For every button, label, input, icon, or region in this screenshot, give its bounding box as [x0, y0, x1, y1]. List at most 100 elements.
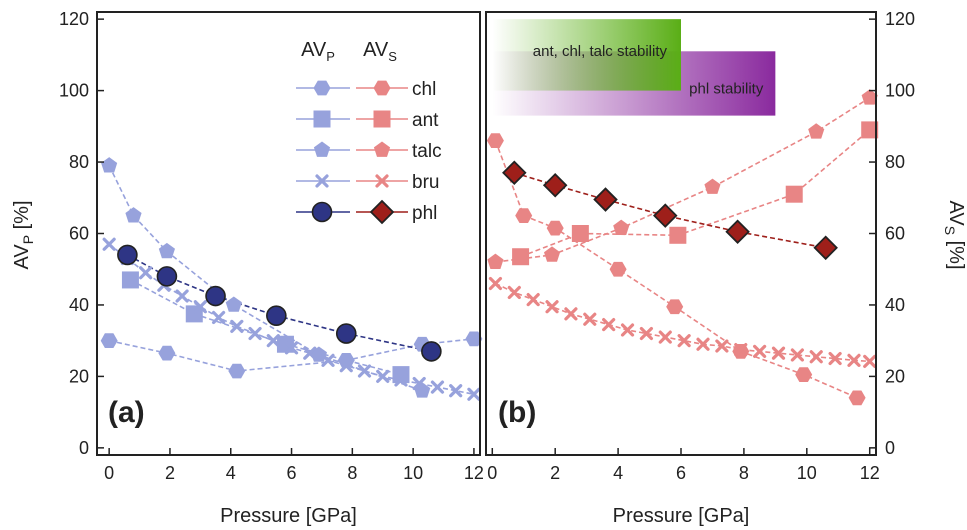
panel-a-ant-point: [392, 366, 410, 384]
legend-label-bru: bru: [412, 172, 439, 193]
panel-b-bru-point: [847, 353, 861, 367]
panel-b-bru-point: [507, 285, 521, 300]
legend-avp-phl-marker: [311, 201, 333, 223]
panel-b-bru-point: [564, 307, 578, 321]
panel-b-bru-point: [753, 344, 767, 358]
panel-b-chl-point: [486, 133, 504, 148]
panel-b-x-tick-label: 4: [613, 463, 623, 483]
panel-b-bru-point: [620, 323, 635, 337]
panel-b-bru-point: [677, 334, 691, 348]
legend-avs-bru-marker: [375, 174, 389, 188]
panel-a-ant-point: [121, 271, 139, 289]
panel-b-phl-point: [542, 172, 568, 198]
panel-a-phl-point: [335, 323, 357, 344]
panel-b-bru-point: [809, 350, 823, 364]
panel-b-chl-point: [515, 208, 533, 223]
panel-b-talc-point: [861, 89, 878, 105]
panel-a-bru-point: [211, 310, 226, 325]
panel-a-x-tick-label: 12: [464, 463, 484, 483]
legend-avp-ant-marker: [313, 110, 331, 128]
panel-b-markers: [486, 89, 879, 406]
panel-a-markers: [100, 157, 483, 401]
panel-a-bru-point: [284, 341, 299, 355]
panel-b-bru-point: [696, 337, 710, 351]
panel-b-ant-point: [571, 225, 589, 242]
panel-b-bru-point: [658, 330, 672, 344]
panel-b-bru-point: [790, 348, 804, 362]
panel-a-phl-point: [266, 305, 287, 326]
panel-b-bru-point: [734, 343, 748, 357]
panel-b-phl-point: [813, 235, 838, 261]
panel-a-bru-point: [175, 289, 189, 303]
panel-a-bru-point: [139, 266, 153, 280]
panel-a-x-tick-label: 2: [165, 463, 175, 483]
panel-b-phl-point: [653, 203, 678, 228]
panel-b-bru-point: [771, 346, 786, 360]
legend-header-avs: AVS: [363, 39, 397, 64]
panel-a-bru-point: [193, 300, 207, 314]
panel-b-y-axis-label: AVS [%]: [942, 201, 967, 270]
panel-a-talc-point: [101, 157, 118, 173]
panel-a-bru-point: [321, 353, 335, 367]
panel-b-x-tick-label: 12: [860, 463, 880, 483]
panel-b-ant-point: [861, 121, 879, 139]
panel-b-x-tick-label: 0: [487, 463, 497, 483]
panel-b-bru-point: [863, 354, 877, 368]
legend-avs-phl-marker: [369, 199, 395, 225]
panel-b-y-axis-label-tail: [%]: [945, 235, 967, 269]
panel-b-talc-point: [487, 253, 504, 269]
panel-b-x-tick-label: 8: [739, 463, 749, 483]
panel-a-talc-point: [125, 207, 142, 223]
panel-b-y-axis-label-main: AV: [945, 201, 967, 227]
panel-a-phl-point: [117, 244, 138, 266]
panel-a-legend: AVP AVS chl ant talc bru phl: [296, 39, 442, 225]
panel-b-bru-point: [639, 326, 654, 341]
panel-b-bru-point: [828, 351, 842, 366]
panel-a-bru-point: [102, 237, 116, 251]
panel-b-x-tick-label: 2: [550, 463, 560, 483]
panel-a-x-tick-label: 6: [287, 463, 297, 483]
panel-a-bru-point: [303, 346, 317, 360]
panel-b-bru-point: [583, 312, 597, 326]
panel-a-phl-point: [205, 285, 226, 307]
panel-a-bru-point: [248, 326, 262, 341]
panel-a-chl-point: [228, 363, 246, 379]
panel-a-phl-line: [127, 254, 432, 353]
legend-avp-talc-marker: [313, 141, 331, 157]
legend-label-talc: talc: [412, 141, 442, 162]
panel-a-talc-point: [225, 296, 242, 312]
panel-a-chl-point: [158, 345, 176, 361]
panel-a-bru-point: [394, 373, 408, 387]
panel-b-phl-point: [502, 160, 527, 186]
panel-b-bru-point: [715, 339, 729, 353]
panel-a-x-axis-label: Pressure [GPa]: [220, 505, 357, 527]
panel-a-chl-point: [100, 333, 118, 348]
panel-a-bru-point: [230, 319, 244, 333]
panel-a-y-axis-label-sub: P: [20, 235, 36, 244]
panel-b-band-label-1: phl stability: [689, 81, 764, 98]
panel-b-band-label-0: ant, chl, talc stability: [533, 43, 668, 60]
panel-b-talc-point: [613, 219, 630, 235]
panel-a-chl-point: [465, 331, 483, 347]
panel-a-y-tick-label: 80: [69, 152, 89, 172]
panel-a-phl-point: [156, 266, 178, 287]
panel-a-y-tick-label: 100: [59, 81, 89, 101]
panel-b-talc-point: [704, 178, 721, 194]
legend-avp-chl-marker: [313, 80, 331, 96]
panel-a-y-tick-label: 60: [69, 224, 89, 244]
panel-b-bru-point: [545, 300, 559, 314]
panel-b-band-0: [492, 19, 681, 91]
panel-b-chl-line: [494, 140, 858, 399]
panel-a-talc-point: [158, 242, 175, 259]
panel-b-bru-point: [526, 292, 540, 307]
panel-a-bru-point: [357, 364, 372, 378]
panel-a-bru-point: [467, 387, 481, 401]
panel-a-y-axis-label-tail: [%]: [11, 201, 33, 235]
legend-header-avp: AVP: [301, 39, 335, 64]
panel-b-y-tick-label: 120: [885, 9, 915, 29]
panel-b-chl-point: [609, 261, 627, 277]
panel-b-phl-point: [593, 187, 618, 212]
